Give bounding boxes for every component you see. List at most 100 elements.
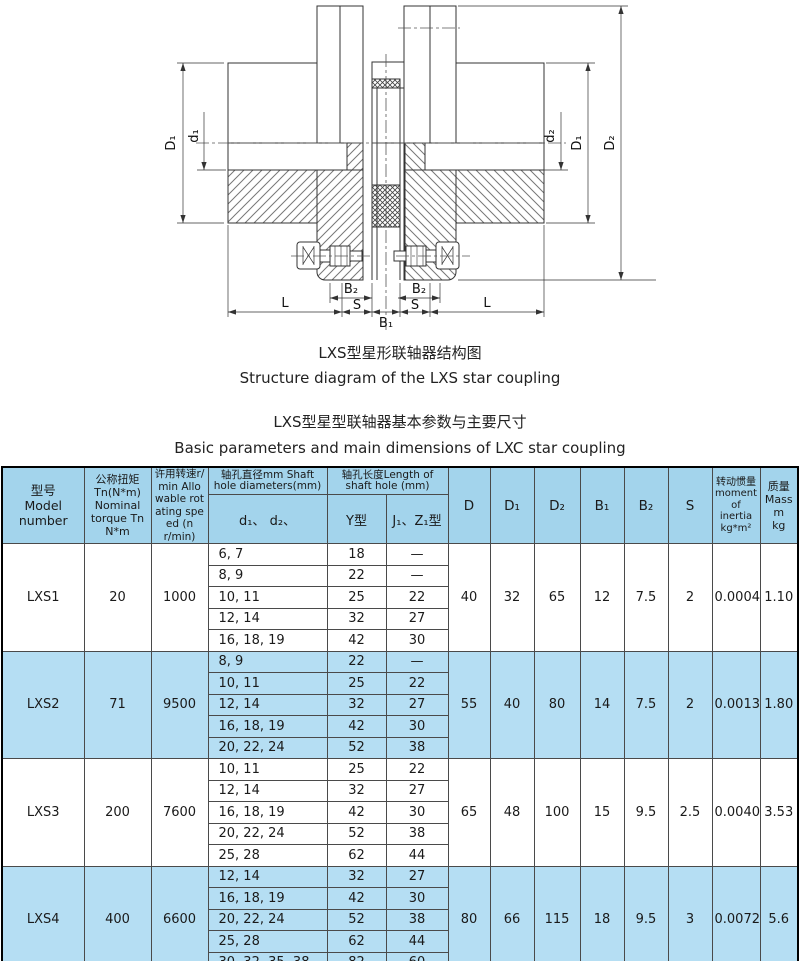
- header-model: 型号 Model number: [1, 466, 85, 544]
- b2-cell: 9.5: [623, 865, 669, 961]
- j1z1-length-cell: —: [385, 543, 449, 566]
- dim-label-d1: d₁: [187, 129, 202, 142]
- j1z1-length-cell: 44: [385, 930, 449, 953]
- s-cell: 2.5: [667, 758, 713, 867]
- y-length-cell: 32: [326, 693, 387, 716]
- table-row: 20, 22, 24 52 38: [2, 822, 798, 845]
- table-title-cn: LXS型星型联轴器基本参数与主要尺寸: [273, 413, 527, 431]
- mass-cell: 1.10: [759, 543, 799, 652]
- j1z1-length-cell: —: [385, 564, 449, 587]
- d-cell: 80: [447, 865, 491, 961]
- shaft-diameter-cell: 20, 22, 24: [207, 822, 328, 845]
- y-length-cell: 52: [326, 908, 387, 931]
- s-cell: 3: [667, 865, 713, 961]
- header-S: S: [667, 466, 713, 544]
- header-D1: D₁: [489, 466, 535, 544]
- shaft-diameter-cell: 20, 22, 24: [207, 908, 328, 931]
- torque-cell: 71: [83, 650, 152, 759]
- dim-label-D1-left: D₁: [164, 135, 179, 150]
- header-shaft-length: 轴孔长度Length of shaft hole (mm): [326, 466, 449, 496]
- table-row: 30, 32, 35, 388260: [2, 951, 798, 961]
- dim-label-d2: d₂: [543, 129, 558, 142]
- mass-cell: 3.53: [759, 758, 799, 867]
- table-row: 25, 28 62 44: [2, 930, 798, 953]
- j1z1-length-cell: 38: [385, 822, 449, 845]
- table-row: 20, 22, 24 52 38: [2, 908, 798, 931]
- shaft-diameter-cell: 25, 28: [207, 844, 328, 867]
- j1z1-length-cell: 44: [385, 844, 449, 867]
- header-B1: B₁: [579, 466, 625, 544]
- diagram-caption-cn: LXS型星形联轴器结构图: [318, 344, 482, 362]
- y-length-cell: 25: [326, 586, 387, 609]
- torque-cell: 200: [83, 758, 152, 867]
- y-length-cell: 22: [326, 564, 387, 587]
- j1z1-length-cell: 27: [385, 607, 449, 630]
- table-row: 16, 18, 19 42 30: [2, 715, 798, 738]
- shaft-diameter-cell: 25, 28: [207, 930, 328, 953]
- b2-cell: 7.5: [623, 543, 669, 652]
- dim-label-B2-right: B₂: [412, 282, 426, 297]
- d2-cell: 100: [533, 758, 581, 867]
- b2-cell: 7.5: [623, 650, 669, 759]
- header-speed: 许用转速r/ min Allo wable rot ating spe ed (…: [150, 466, 209, 544]
- y-length-cell: 25: [326, 672, 387, 695]
- shaft-diameter-cell: 20, 22, 24: [207, 736, 328, 759]
- spec-table-body: LXS1 20 1000 6, 7 18—40 32 65 12 7.5 2 0.0004 1.10 8…: [1, 543, 799, 961]
- header-torque: 公称扭矩 Tn(N*m) Nominal torque Tn N*m: [83, 466, 152, 544]
- shaft-diameter-cell: 8, 9: [207, 564, 328, 587]
- shaft-diameter-cell: 16, 18, 19: [207, 801, 328, 824]
- dimension-arrows: [180, 6, 624, 315]
- s-cell: 2: [667, 650, 713, 759]
- j1z1-length-cell: 30: [385, 629, 449, 652]
- shaft-diameter-cell: 10, 11: [207, 672, 328, 695]
- d1-cell: 66: [489, 865, 535, 961]
- table-row: LXS3 200 7600 10, 11 25 22 65 48 100 15 9.5 2.5 0.00…: [1, 758, 799, 867]
- table-row: LXS1 20 1000 6, 7 18—40 32 65 12 7.5 2 0.0004 1.10: [1, 543, 799, 652]
- table-row: 25, 28 62 44: [2, 844, 798, 867]
- shaft-diameter-cell: 16, 18, 19: [207, 629, 328, 652]
- j1z1-length-cell: —: [385, 650, 449, 673]
- header-j1z1-type: J₁、Z₁型: [385, 494, 449, 544]
- table-row: 8, 9 22—: [2, 564, 798, 587]
- model-cell: LXS1: [1, 543, 85, 652]
- j1z1-length-cell: 22: [385, 586, 449, 609]
- shaft-diameter-cell: 10, 11: [207, 586, 328, 609]
- table-row: 16, 18, 19 42 30: [2, 887, 798, 910]
- table-row: LXS4 400 6600 12, 14 32 27 80 66 115 18 9.5 3 0.0072…: [1, 865, 799, 961]
- d1-cell: 48: [489, 758, 535, 867]
- shaft-diameter-cell: 16, 18, 19: [207, 715, 328, 738]
- torque-cell: 400: [83, 865, 152, 961]
- y-length-cell: 52: [326, 736, 387, 759]
- dimension-lines: [177, 5, 656, 317]
- y-length-cell: 82: [326, 951, 387, 961]
- j1z1-length-cell: 30: [385, 801, 449, 824]
- b1-cell: 18: [579, 865, 625, 961]
- y-length-cell: 32: [326, 779, 387, 802]
- speed-cell: 6600: [150, 865, 209, 961]
- header-d1-d2: d₁、 d₂、: [207, 494, 328, 544]
- j1z1-length-cell: 27: [385, 693, 449, 716]
- d-cell: 65: [447, 758, 491, 867]
- inertia-cell: 0.0004: [711, 543, 761, 652]
- j1z1-length-cell: 30: [385, 715, 449, 738]
- y-length-cell: 18: [326, 543, 387, 566]
- shaft-diameter-cell: 10, 11: [207, 758, 328, 781]
- speed-cell: 7600: [150, 758, 209, 867]
- shaft-diameter-cell: 12, 14: [207, 693, 328, 716]
- y-length-cell: 32: [326, 865, 387, 888]
- shaft-diameter-cell: 8, 9: [207, 650, 328, 673]
- speed-cell: 9500: [150, 650, 209, 759]
- y-length-cell: 22: [326, 650, 387, 673]
- header-y-type: Y型: [326, 494, 387, 544]
- y-length-cell: 52: [326, 822, 387, 845]
- spec-table: 型号 Model number 公称扭矩 Tn(N*m) Nominal tor…: [1, 466, 799, 961]
- y-length-cell: 42: [326, 715, 387, 738]
- j1z1-length-cell: 60: [385, 951, 449, 961]
- header-row-2: d₁、 d₂、 Y型 J₁、Z₁型: [2, 494, 798, 544]
- shaft-diameter-cell: 12, 14: [207, 865, 328, 888]
- j1z1-length-cell: 22: [385, 758, 449, 781]
- d1-cell: 40: [489, 650, 535, 759]
- d2-cell: 115: [533, 865, 581, 961]
- header-inertia: 转动惯量 moment of inertia kg*m²: [711, 466, 761, 544]
